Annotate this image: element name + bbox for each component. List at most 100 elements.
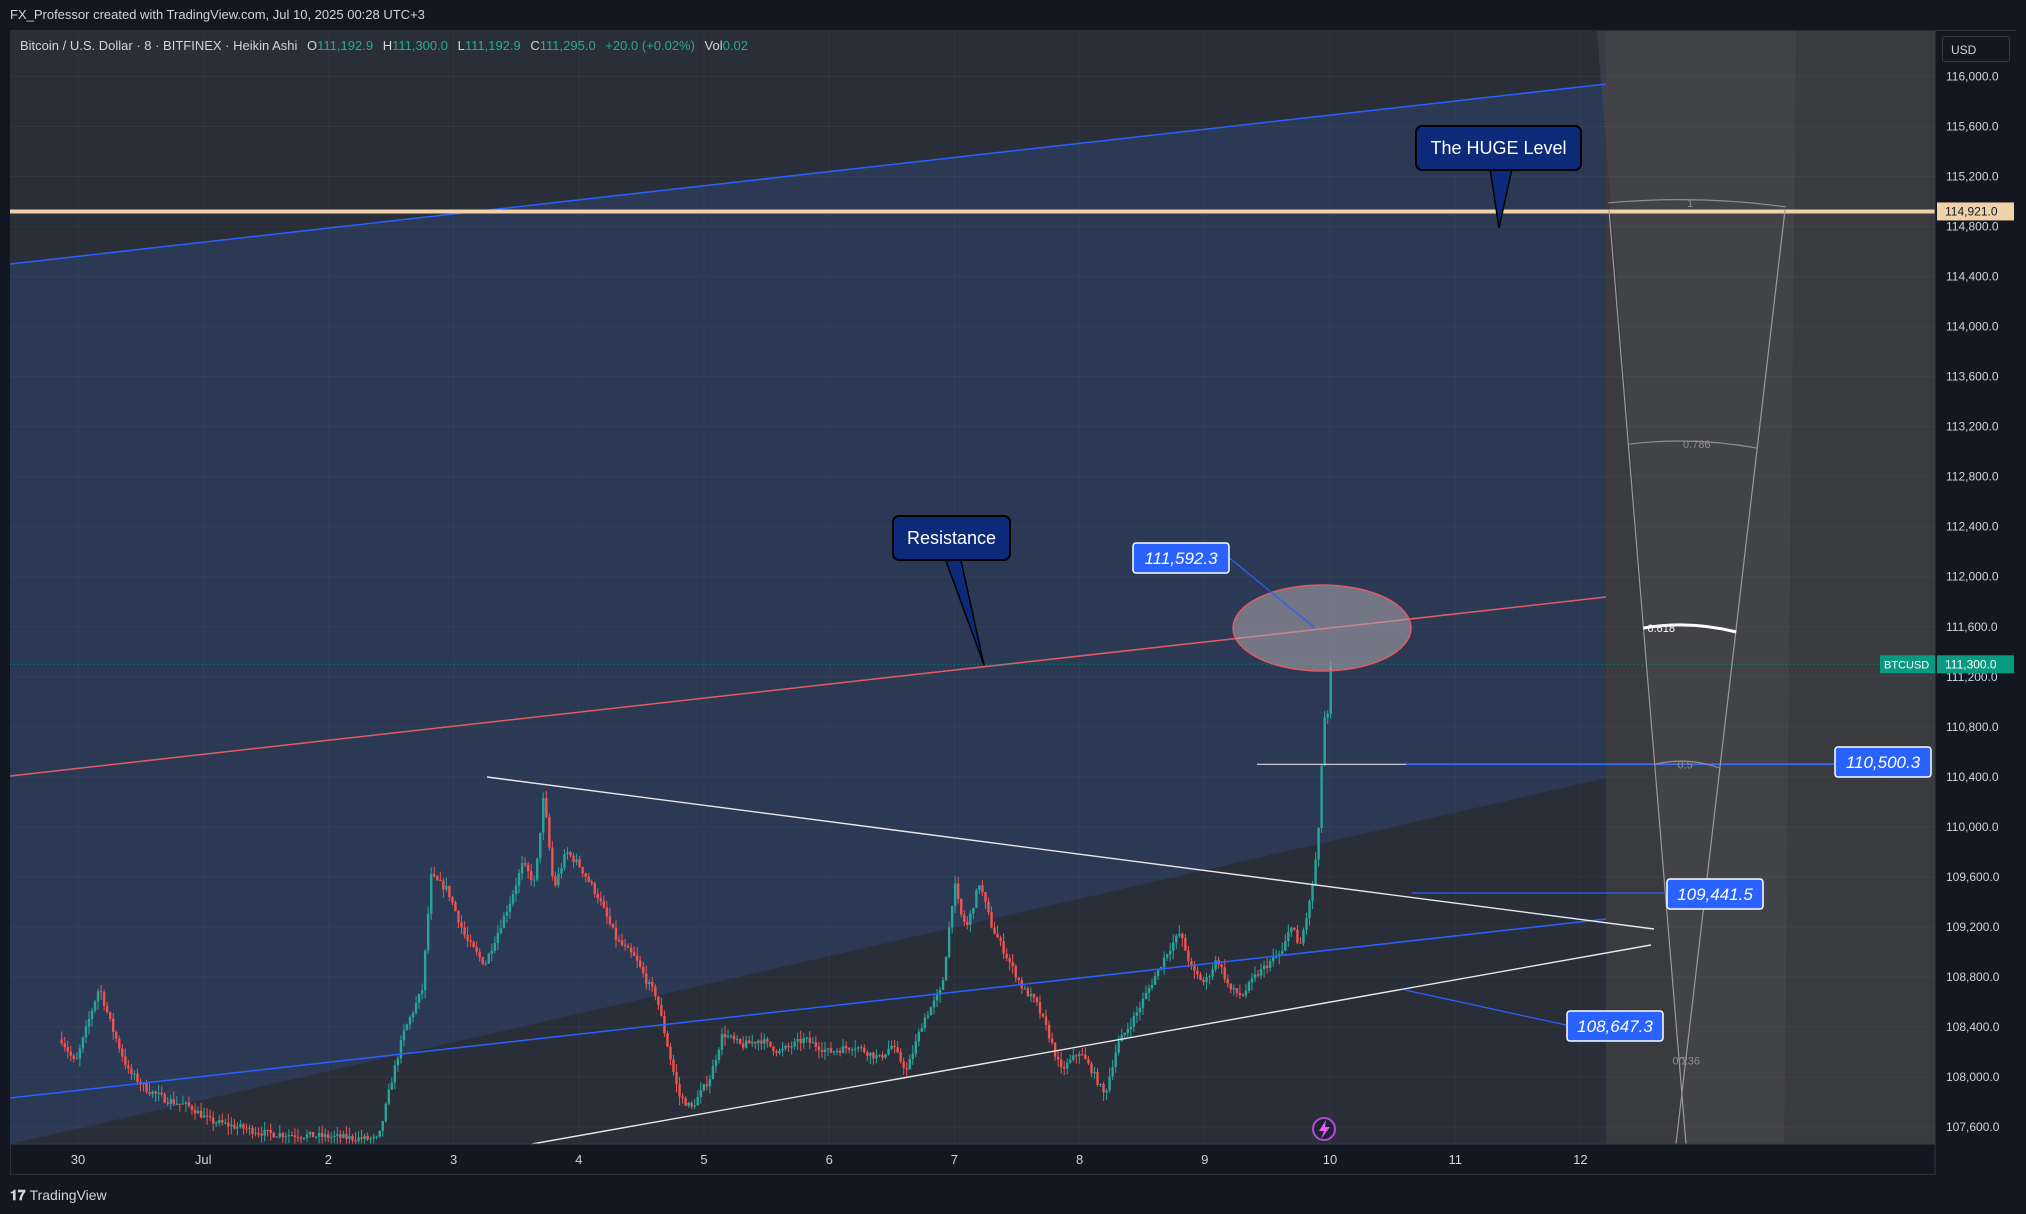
candle-body xyxy=(202,1115,206,1118)
channel-upper-line[interactable] xyxy=(9,83,1607,265)
candle-body xyxy=(987,901,990,912)
candle-body xyxy=(969,913,972,925)
triangle-lower-line[interactable] xyxy=(531,944,1652,1145)
candle-body xyxy=(1265,965,1269,968)
candle-body xyxy=(548,816,551,848)
candle-body xyxy=(866,1052,869,1056)
candle-body xyxy=(142,1083,145,1085)
price-tag-110500[interactable]: 110,500.3 xyxy=(1834,746,1932,778)
candle-body xyxy=(1320,765,1323,828)
candle-body xyxy=(1035,997,1039,1003)
volume-label: Vol xyxy=(704,38,723,53)
candle-body xyxy=(354,1140,357,1142)
candle-body xyxy=(696,1096,699,1106)
candle-body xyxy=(805,1037,808,1039)
candle-body xyxy=(1284,941,1287,951)
lightning-icon[interactable] xyxy=(1312,1117,1336,1141)
time-tick-label: 11 xyxy=(1448,1152,1462,1167)
candle-body xyxy=(699,1090,702,1097)
price-axis[interactable]: 116,000.0 115,600.0 115,200.0 114,800.0 114,… xyxy=(1934,31,2016,1175)
candle-body xyxy=(990,911,993,928)
candle-body xyxy=(275,1136,278,1138)
candle-body xyxy=(760,1040,763,1044)
candle-body xyxy=(914,1041,918,1054)
candle-body xyxy=(1147,988,1151,993)
candle-body xyxy=(1187,950,1190,961)
candle-body xyxy=(863,1047,866,1053)
candle-body xyxy=(1044,1016,1048,1025)
price-tag-109441[interactable]: 109,441.5 xyxy=(1666,878,1764,910)
candle-body xyxy=(741,1043,745,1048)
candle-body xyxy=(1053,1042,1057,1057)
candle-body xyxy=(587,876,590,882)
huge-level-callout[interactable]: The HUGE Level xyxy=(1415,125,1582,229)
tag-connector xyxy=(1226,555,1316,629)
candle-body xyxy=(496,932,500,944)
price-tag-108647[interactable]: 108,647.3 xyxy=(1566,1010,1664,1042)
candle-body xyxy=(1129,1026,1133,1030)
price-tick-label: 114,000.0 xyxy=(1946,320,1999,334)
fib-arc xyxy=(1678,1056,1687,1065)
candle-body xyxy=(687,1102,690,1106)
candle-body xyxy=(339,1134,342,1138)
candle-body xyxy=(981,885,984,893)
candle-body xyxy=(1087,1059,1090,1064)
tradingview-brand[interactable]: 𝟏𝟕 TradingView xyxy=(10,1187,107,1204)
resistance-callout[interactable]: Resistance xyxy=(892,515,1011,666)
candle-body xyxy=(966,921,969,925)
candle-body xyxy=(1075,1055,1078,1057)
huge-level-tag: 114,921.0 xyxy=(1937,202,2014,221)
price-tick-label: 110,400.0 xyxy=(1946,770,1999,784)
candle-body xyxy=(660,1004,663,1016)
candle-body xyxy=(729,1035,733,1037)
candle-body xyxy=(1190,960,1193,966)
candle-body xyxy=(514,885,518,895)
candle-body xyxy=(263,1129,266,1136)
candle-body xyxy=(1047,1024,1051,1039)
candle-body xyxy=(784,1046,787,1049)
candle-body xyxy=(536,858,539,880)
cone-right-edge xyxy=(1675,209,1786,1145)
candle-body xyxy=(523,863,527,865)
symbol-name[interactable]: Bitcoin / U.S. Dollar · 8 · BITFINEX · H… xyxy=(20,38,298,53)
candle-body xyxy=(115,1031,118,1039)
candle-body xyxy=(78,1048,82,1059)
currency-button[interactable]: USD xyxy=(1942,36,2010,62)
candle-body xyxy=(1208,976,1211,978)
candle-body xyxy=(617,939,621,941)
candle-body xyxy=(469,940,472,942)
open-label: O xyxy=(307,38,318,53)
breakout-highlight-ellipse[interactable] xyxy=(1232,584,1412,672)
candle-body xyxy=(284,1136,288,1138)
time-axis[interactable]: 30 Jul 2 3 4 5 6 7 8 9 10 11 12 xyxy=(10,1143,1935,1167)
candle-body xyxy=(133,1073,136,1075)
price-tick-label: 114,400.0 xyxy=(1946,270,1999,284)
candle-body xyxy=(808,1037,811,1043)
candle-body xyxy=(820,1050,824,1052)
candle-body xyxy=(311,1131,315,1138)
candle-body xyxy=(684,1098,687,1106)
candle-body xyxy=(396,1058,400,1066)
candle-body xyxy=(305,1134,309,1138)
candle-body xyxy=(593,883,596,894)
candle-body xyxy=(299,1137,303,1139)
price-tag-111592[interactable]: 111,592.3 xyxy=(1132,542,1230,574)
low-value: 111,192.9 xyxy=(464,38,521,53)
channel-lower-line[interactable] xyxy=(9,918,1607,1099)
candle-body xyxy=(118,1038,121,1049)
candlestick-series xyxy=(60,661,1332,1144)
candle-body xyxy=(599,898,603,902)
candle-body xyxy=(511,894,515,904)
candle-body xyxy=(1308,900,1311,918)
candle-body xyxy=(960,898,963,915)
candle-body xyxy=(1238,992,1242,995)
candle-body xyxy=(1014,965,1017,978)
candle-body xyxy=(854,1048,857,1050)
triangle-upper-line[interactable] xyxy=(486,776,1655,930)
candle-body xyxy=(172,1099,175,1104)
candle-body xyxy=(1084,1054,1087,1060)
candle-body xyxy=(81,1037,85,1049)
candle-body xyxy=(793,1041,796,1047)
